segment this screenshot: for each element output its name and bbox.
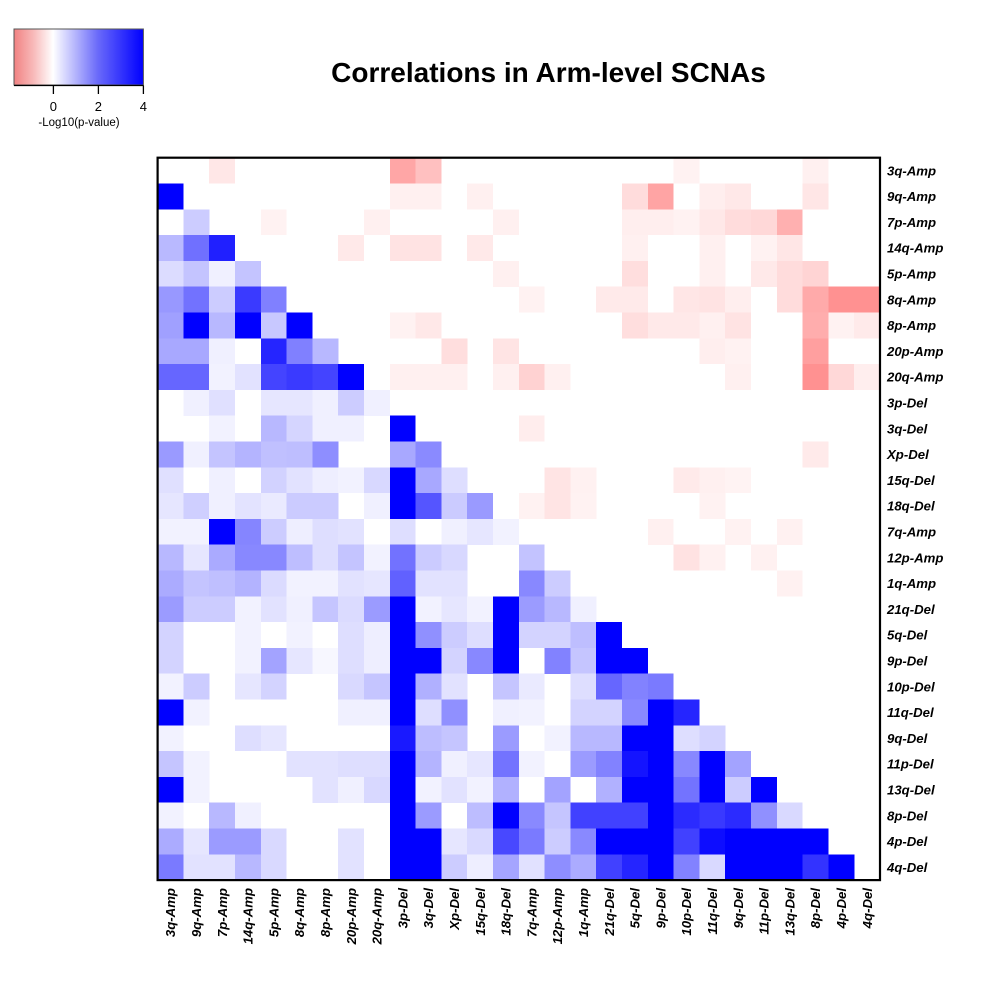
svg-text:9q-Del: 9q-Del (887, 731, 928, 746)
svg-text:Xp-Del: Xp-Del (447, 888, 462, 931)
svg-text:4p-Del: 4p-Del (886, 834, 928, 849)
svg-text:3q-Amp: 3q-Amp (163, 888, 178, 937)
svg-text:15q-Del: 15q-Del (887, 473, 935, 488)
svg-text:3p-Del: 3p-Del (887, 396, 928, 411)
svg-text:18q-Del: 18q-Del (887, 499, 935, 514)
svg-text:4q-Del: 4q-Del (886, 860, 928, 875)
svg-text:7q-Amp: 7q-Amp (887, 525, 936, 540)
svg-text:9q-Amp: 9q-Amp (189, 888, 204, 937)
svg-text:11p-Del: 11p-Del (887, 757, 934, 772)
svg-text:8p-Del: 8p-Del (808, 888, 823, 929)
svg-text:4p-Del: 4p-Del (834, 888, 849, 930)
svg-text:13q-Del: 13q-Del (887, 783, 935, 798)
svg-text:3p-Del: 3p-Del (395, 888, 410, 929)
svg-text:9p-Del: 9p-Del (887, 654, 928, 669)
svg-text:4: 4 (140, 99, 147, 114)
svg-text:1q-Amp: 1q-Amp (576, 888, 591, 937)
svg-text:1q-Amp: 1q-Amp (887, 576, 936, 591)
svg-text:-Log10(p-value): -Log10(p-value) (38, 117, 119, 129)
svg-text:8q-Amp: 8q-Amp (292, 888, 307, 937)
svg-text:2: 2 (95, 99, 102, 114)
svg-text:5q-Del: 5q-Del (887, 628, 928, 643)
svg-text:20q-Amp: 20q-Amp (370, 888, 385, 945)
svg-text:8p-Amp: 8p-Amp (887, 318, 936, 333)
svg-text:Xp-Del: Xp-Del (886, 447, 929, 462)
svg-text:20p-Amp: 20p-Amp (344, 888, 359, 945)
svg-text:Correlations in Arm-level SCNA: Correlations in Arm-level SCNAs (331, 57, 766, 88)
svg-text:12p-Amp: 12p-Amp (550, 888, 565, 944)
svg-text:7p-Amp: 7p-Amp (887, 215, 936, 230)
svg-text:13q-Del: 13q-Del (782, 888, 797, 936)
svg-text:4q-Del: 4q-Del (860, 888, 875, 930)
svg-text:10p-Del: 10p-Del (679, 888, 694, 936)
svg-text:9q-Amp: 9q-Amp (887, 189, 936, 204)
svg-text:21q-Del: 21q-Del (602, 888, 617, 937)
svg-text:9q-Del: 9q-Del (731, 888, 746, 929)
svg-text:0: 0 (50, 99, 57, 114)
svg-text:21q-Del: 21q-Del (886, 602, 935, 617)
svg-text:3q-Amp: 3q-Amp (887, 163, 936, 178)
svg-text:8p-Amp: 8p-Amp (318, 888, 333, 937)
svg-text:11q-Del: 11q-Del (705, 888, 720, 935)
svg-text:9p-Del: 9p-Del (653, 888, 668, 929)
svg-text:10p-Del: 10p-Del (887, 679, 935, 694)
svg-text:8p-Del: 8p-Del (887, 808, 928, 823)
svg-text:5q-Del: 5q-Del (628, 888, 643, 929)
svg-text:8q-Amp: 8q-Amp (887, 292, 936, 307)
svg-text:14q-Amp: 14q-Amp (241, 888, 256, 944)
svg-text:15q-Del: 15q-Del (473, 888, 488, 936)
svg-text:14q-Amp: 14q-Amp (887, 241, 943, 256)
svg-text:18q-Del: 18q-Del (499, 888, 514, 936)
svg-text:7p-Amp: 7p-Amp (215, 888, 230, 937)
svg-text:3q-Del: 3q-Del (887, 421, 928, 436)
svg-text:7q-Amp: 7q-Amp (524, 888, 539, 937)
svg-text:12p-Amp: 12p-Amp (887, 550, 943, 565)
svg-text:3q-Del: 3q-Del (421, 888, 436, 929)
svg-text:5p-Amp: 5p-Amp (887, 267, 936, 282)
svg-text:11p-Del: 11p-Del (757, 888, 772, 935)
svg-text:5p-Amp: 5p-Amp (266, 888, 281, 937)
svg-text:11q-Del: 11q-Del (887, 705, 934, 720)
svg-text:20q-Amp: 20q-Amp (886, 370, 943, 385)
svg-text:20p-Amp: 20p-Amp (886, 344, 943, 359)
